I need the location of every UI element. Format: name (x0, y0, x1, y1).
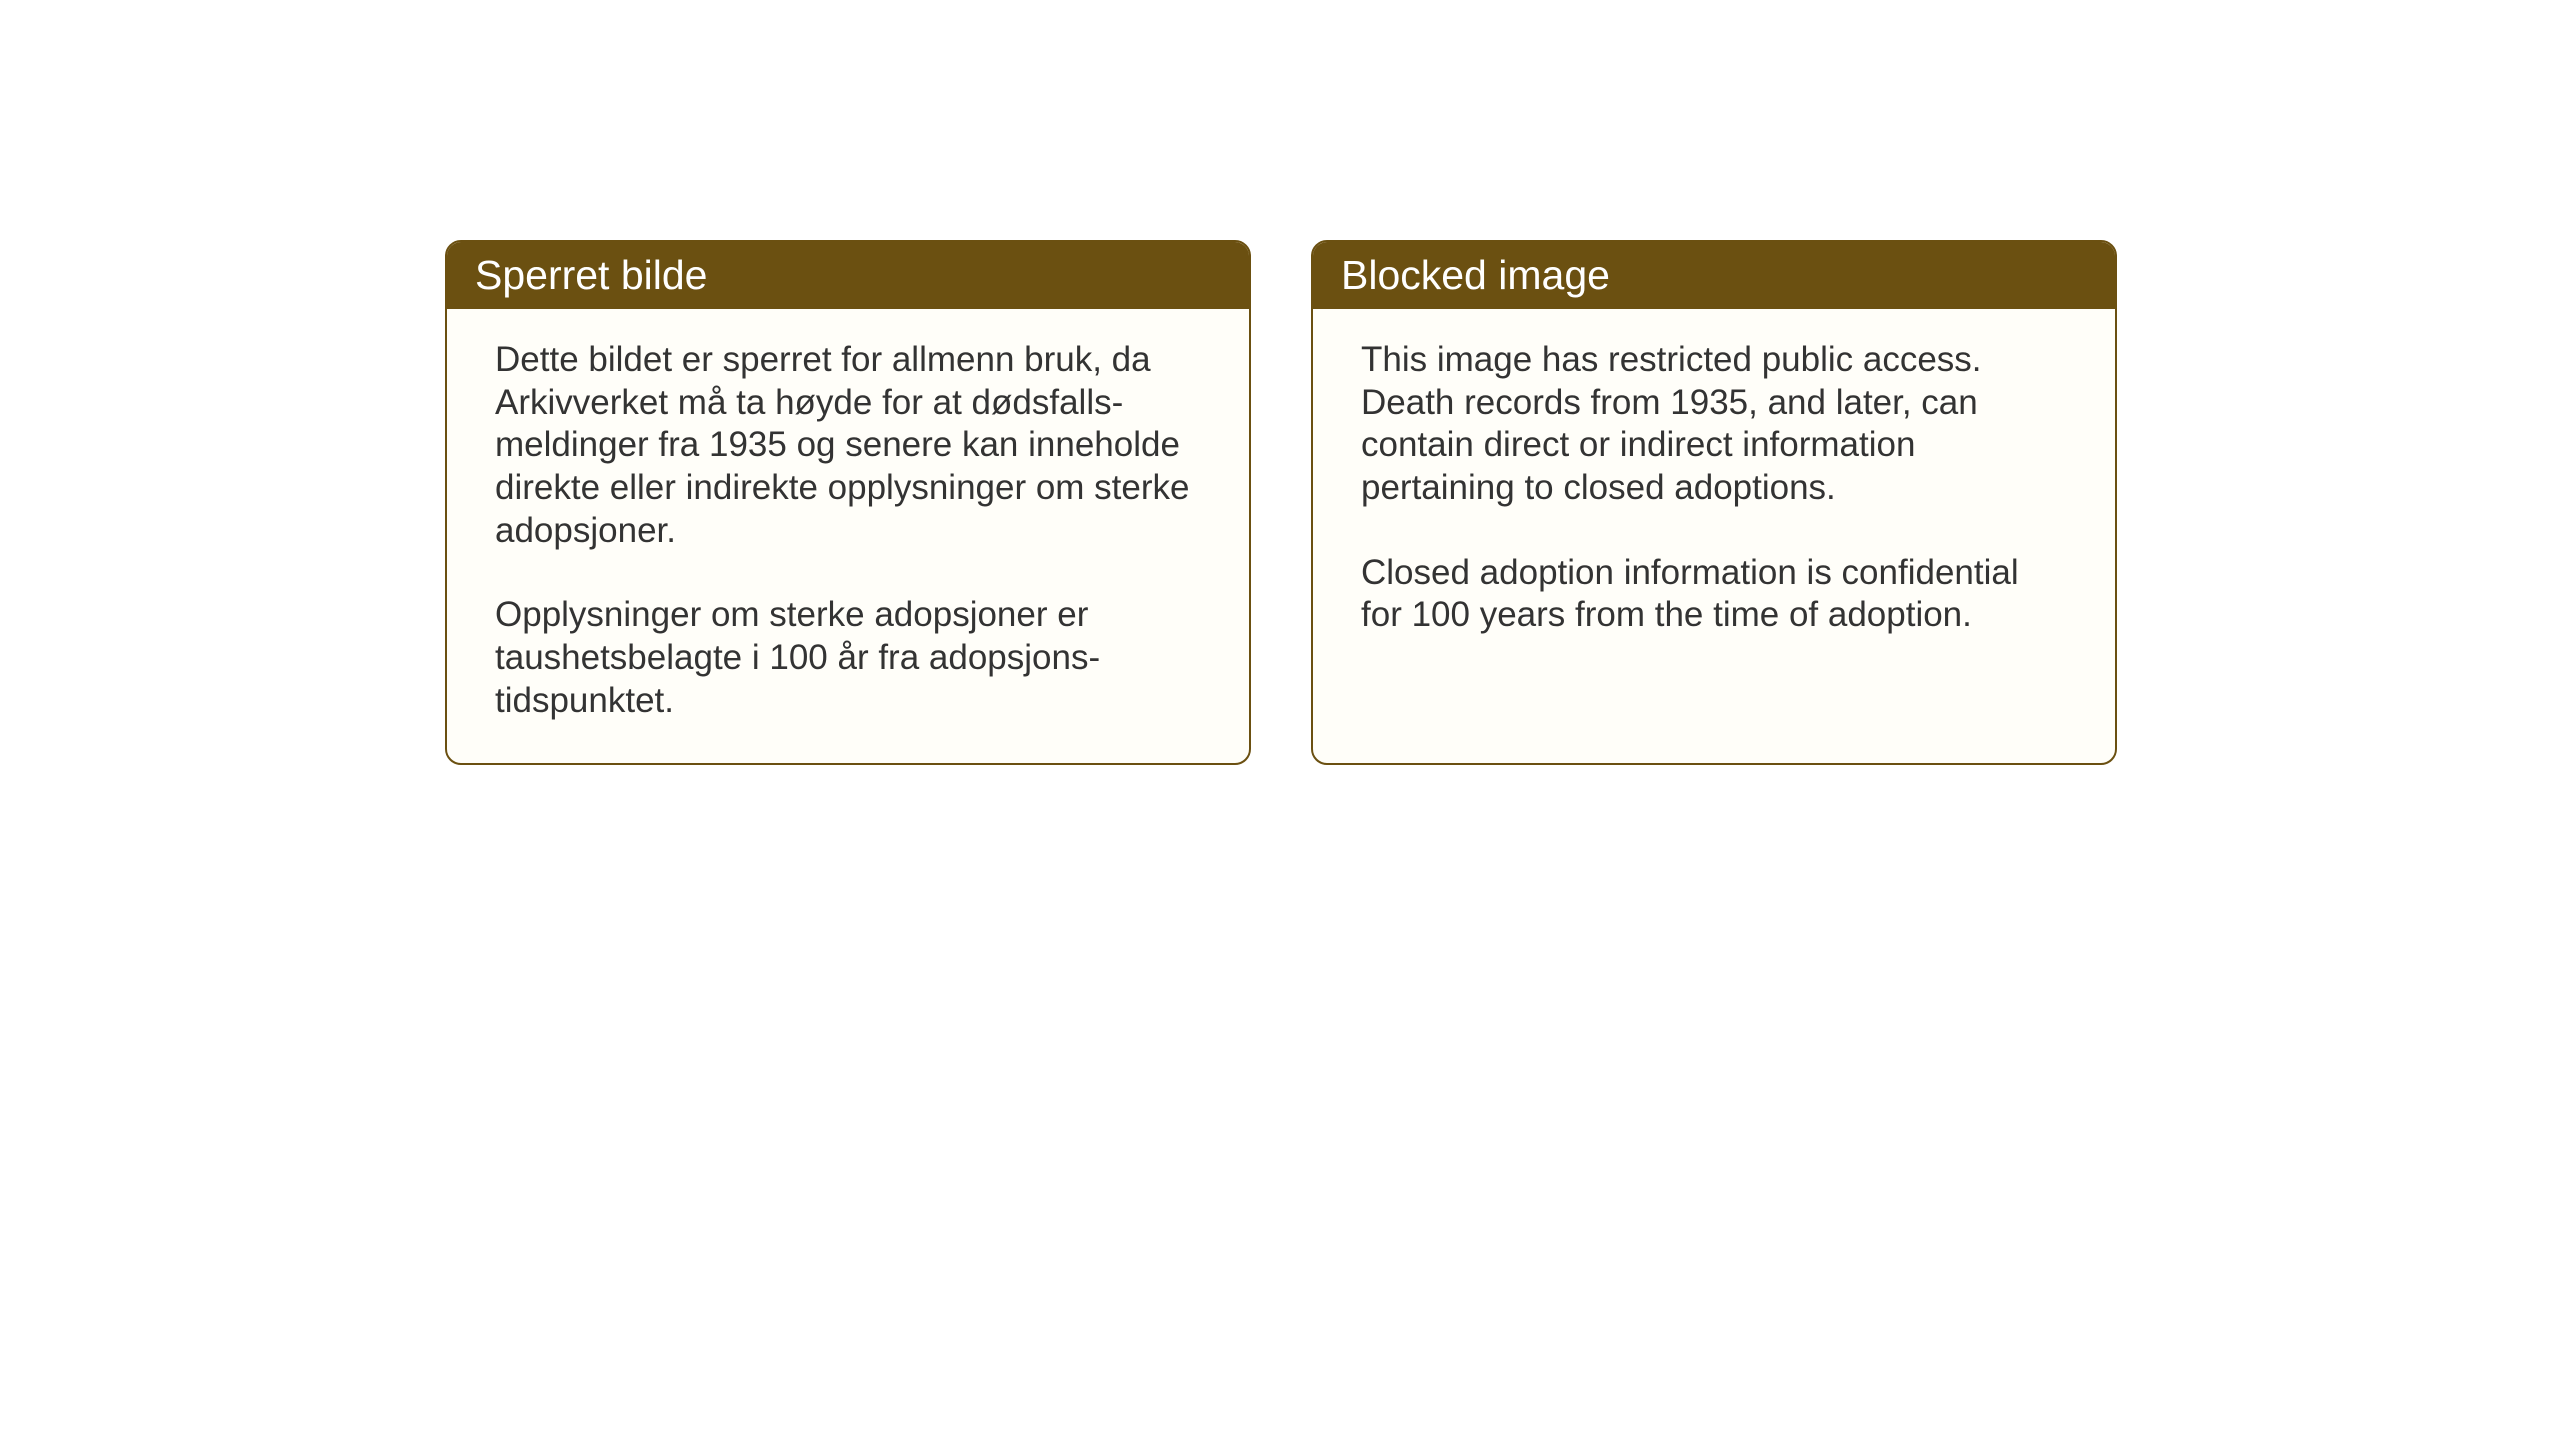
english-card-title: Blocked image (1313, 242, 2115, 309)
english-paragraph-1: This image has restricted public access.… (1361, 339, 2067, 510)
norwegian-card-body: Dette bildet er sperret for allmenn bruk… (447, 309, 1249, 763)
norwegian-card-title: Sperret bilde (447, 242, 1249, 309)
english-paragraph-2: Closed adoption information is confident… (1361, 552, 2067, 637)
norwegian-notice-card: Sperret bilde Dette bildet er sperret fo… (445, 240, 1251, 765)
norwegian-paragraph-2: Opplysninger om sterke adopsjoner er tau… (495, 594, 1201, 722)
english-notice-card: Blocked image This image has restricted … (1311, 240, 2117, 765)
norwegian-paragraph-1: Dette bildet er sperret for allmenn bruk… (495, 339, 1201, 552)
notice-cards-container: Sperret bilde Dette bildet er sperret fo… (445, 240, 2117, 765)
english-card-body: This image has restricted public access.… (1313, 309, 2115, 677)
